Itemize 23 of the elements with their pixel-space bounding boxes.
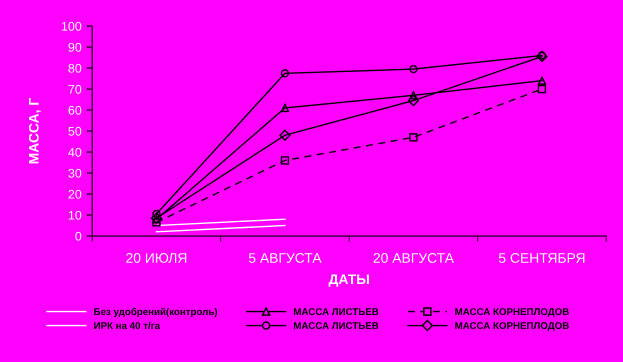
y-tick-label: 40 [68,148,82,157]
legend-label: МАССА КОРНЕПЛОДОВ [455,322,569,331]
x-tick-label: 20 ИЮЛЯ [126,253,186,263]
y-tick-label: 70 [68,84,82,94]
legend-label: Без удобрений(контроль) [94,308,218,318]
y-tick-label: 60 [68,106,82,115]
y-tick-label: 0 [75,232,82,241]
legend-label: МАССА КОРНЕПЛОДОВ [455,308,569,317]
y-tick-label: 90 [68,42,82,52]
y-tick-label: 10 [68,210,82,220]
x-tick-label: 5 СЕНТЯБРЯ [498,253,584,263]
y-axis-title: МАССА, Г [28,98,41,164]
x-tick-label: 20 АВГУСТА [374,253,454,263]
legend-label: МАССА ЛИСТЬЕВ [294,322,378,330]
x-axis-title: ДАТЫ [328,274,369,287]
y-tick-label: 100 [62,22,82,31]
legend-label: МАССА ЛИСТЬЕВ [294,308,378,316]
x-tick-label: 5 АВГУСТА [248,253,322,263]
legend-label: ИРК на 40 т/га [94,322,160,330]
y-tick-label: 20 [68,190,82,199]
y-tick-label: 30 [68,168,82,178]
y-tick-label: 80 [68,64,82,73]
y-tick-label: 50 [68,126,82,136]
